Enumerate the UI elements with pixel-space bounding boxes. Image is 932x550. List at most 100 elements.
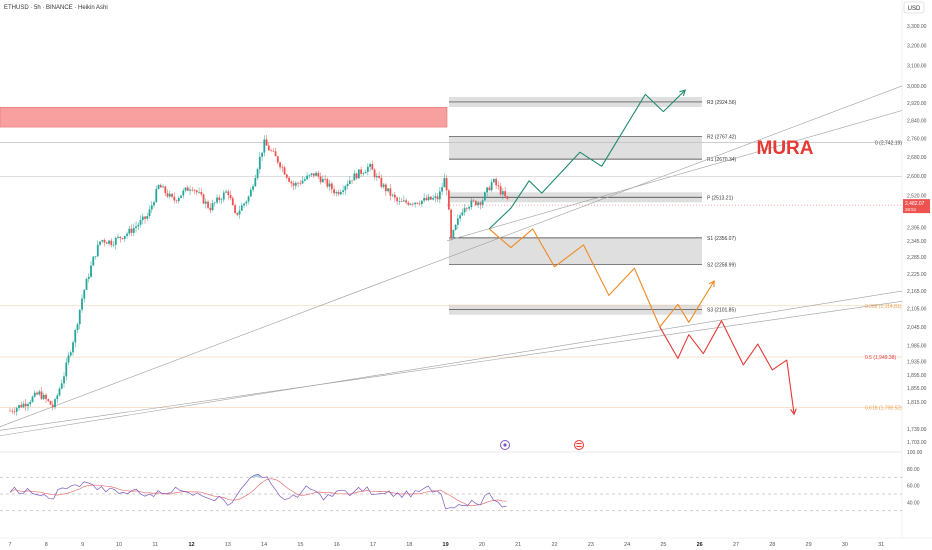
price-tick-label: 3,300.00 <box>907 24 927 30</box>
candle-body <box>67 355 70 363</box>
candle-body <box>112 244 115 246</box>
candle-body <box>33 392 36 397</box>
time-tick-label: 24 <box>624 542 630 548</box>
candle-body <box>54 399 56 408</box>
candle-body <box>452 230 455 238</box>
candle-body <box>337 192 340 195</box>
candle-body <box>506 196 509 199</box>
time-tick-label: 10 <box>116 542 122 548</box>
candle-body <box>276 156 279 163</box>
rsi-ma-line <box>9 478 507 507</box>
fib-label: 0.382 (2,114.81) <box>865 304 902 310</box>
candle-body <box>306 175 308 180</box>
time-tick-label: 7 <box>8 542 11 548</box>
flag-icon[interactable] <box>500 440 510 450</box>
candle-body <box>263 139 266 153</box>
pivot-zone-r2-r1 <box>449 136 702 160</box>
candle-body <box>119 236 122 239</box>
candle-body <box>63 376 65 384</box>
candle-body <box>348 180 351 184</box>
candle-body <box>297 182 299 184</box>
rsi-overbought-fill <box>10 474 507 478</box>
price-tick-label: 2,520.00 <box>907 194 927 200</box>
price-tick-label: 1,703.00 <box>907 440 927 446</box>
candle-body <box>434 196 437 198</box>
fib-label: 0.618 (1,798.52) <box>865 406 902 412</box>
candle-body <box>49 400 52 405</box>
candle-body <box>267 145 270 151</box>
candle-body <box>186 187 189 191</box>
candle-body <box>501 191 504 195</box>
price-tick-label: 1,895.00 <box>907 373 927 379</box>
candle-body <box>189 189 191 191</box>
time-axis[interactable]: 7 8 9 10 11 12 13 14 15 16 17 18 19 20 21 22 23 24 25 26 27 2… <box>8 542 884 548</box>
candle-body <box>472 200 475 202</box>
candle-body <box>144 216 146 219</box>
candle-body <box>456 218 459 225</box>
candle-body <box>450 209 453 238</box>
candle-body <box>9 410 11 412</box>
candle-body <box>425 197 428 201</box>
candle-body <box>445 178 448 191</box>
candle-body <box>256 169 259 179</box>
currency-button[interactable]: USD <box>903 1 925 14</box>
candle-body <box>209 207 212 211</box>
candle-body <box>123 235 126 239</box>
zones-layer: R3 (2924.56) R2 (2767.42) R1 (2670.34) P (2… <box>0 96 737 315</box>
pivot-label: S1 (2356.07) <box>707 236 736 242</box>
candle-body <box>13 411 16 413</box>
candle-body <box>443 178 446 188</box>
candle-body <box>328 183 331 187</box>
candle-body <box>463 208 466 213</box>
candle-body <box>454 224 457 231</box>
candle-body <box>490 182 493 191</box>
candle-body <box>38 391 41 395</box>
candle-body <box>157 185 160 189</box>
candle-body <box>103 239 106 243</box>
event-icon[interactable] <box>574 440 584 450</box>
pivot-label: R2 (2767.42) <box>707 135 737 141</box>
candle-body <box>128 228 131 234</box>
candle-body <box>499 186 502 195</box>
candle-body <box>254 178 257 187</box>
price-tick-label: 2,920.00 <box>907 101 927 107</box>
candle-body <box>290 181 293 184</box>
time-tick-label: 18 <box>406 542 412 548</box>
arrow-icon <box>679 89 686 97</box>
watermark-text: MURA <box>757 138 814 159</box>
candle-body <box>87 276 90 279</box>
rsi-line <box>9 473 507 510</box>
candle-body <box>423 197 426 201</box>
time-tick-label: 29 <box>806 542 812 548</box>
candle-body <box>108 240 110 244</box>
candle-body <box>139 220 142 225</box>
candle-body <box>438 191 441 200</box>
candle-body <box>76 324 79 331</box>
candle-body <box>432 197 435 200</box>
candle-body <box>310 173 313 175</box>
candle-body <box>420 200 423 205</box>
candle-body <box>213 202 216 204</box>
candle-body <box>31 396 34 402</box>
candle-body <box>407 202 410 205</box>
candle-body <box>360 169 362 174</box>
candle-body <box>135 226 137 229</box>
time-tick-label: 25 <box>660 542 666 548</box>
candle-body <box>274 151 277 157</box>
candle-body <box>198 192 200 193</box>
candle-body <box>405 200 408 203</box>
candle-body <box>47 399 50 401</box>
time-tick-label: 9 <box>81 542 84 548</box>
candle-body <box>207 201 209 208</box>
candle-body <box>479 202 482 205</box>
candle-body <box>299 183 302 184</box>
candle-body <box>292 183 295 186</box>
price-tick-label: 2,105.00 <box>907 307 927 313</box>
price-axis[interactable]: 3,300.00 3,200.00 3,100.00 3,000.00 2,920.00… <box>903 24 930 506</box>
candle-body <box>389 188 392 196</box>
candle-body <box>427 196 430 201</box>
candle-body <box>339 191 342 195</box>
price-tick-label: 2,680.00 <box>907 155 927 161</box>
